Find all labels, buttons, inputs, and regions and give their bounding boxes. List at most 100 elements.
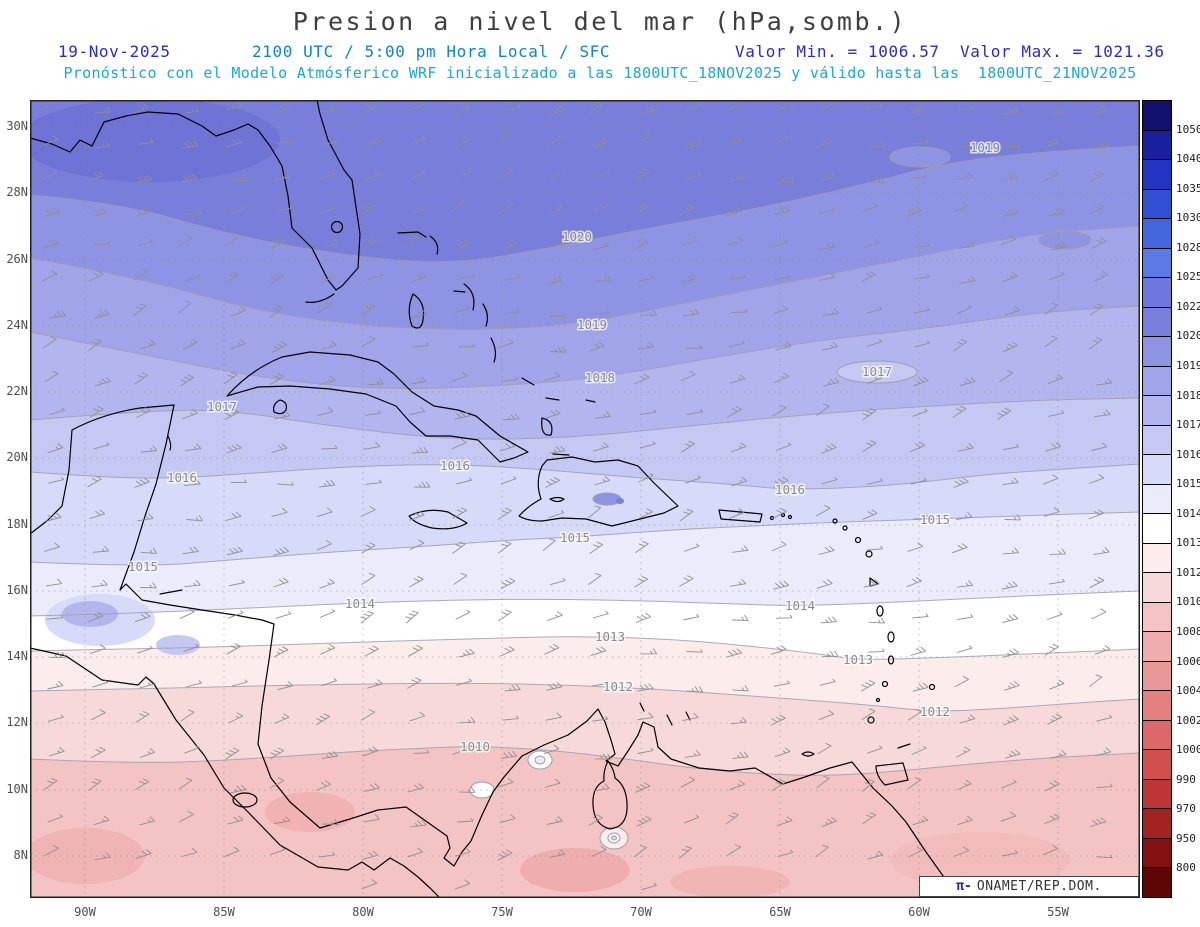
- wind-barb-icon: [863, 238, 880, 248]
- wind-barb-icon: [819, 241, 836, 250]
- wind-barb-icon: [544, 371, 561, 381]
- coastline-jamaica-icon: [408, 509, 468, 530]
- wind-barb-icon: [956, 511, 973, 520]
- wind-barb-icon: [1003, 648, 1019, 658]
- wind-barb-icon: [997, 407, 1012, 420]
- wind-barb-icon: [454, 303, 471, 314]
- wind-barb-icon: [1095, 377, 1113, 386]
- colorbar-tick: 1050: [1176, 122, 1200, 136]
- wind-barb-icon: [228, 579, 245, 587]
- pressure-map-canvas: 1020 1019 1019 1018 1017 1017 1016 1016 1016 1015…: [30, 100, 1140, 898]
- wind-barb-icon: [913, 376, 929, 387]
- lon-label: 55W: [1047, 905, 1069, 919]
- contour-label: 1010: [460, 739, 490, 754]
- wind-barb-icon: [866, 102, 882, 110]
- wind-barb-icon: [503, 413, 520, 421]
- colorbar-segment: [1143, 808, 1171, 838]
- wind-barb-icon: [411, 309, 428, 319]
- wind-barb-icon: [87, 171, 104, 182]
- wind-barb-icon: [224, 846, 240, 858]
- wind-barb-icon: [320, 644, 336, 655]
- colorbar-segment: [1143, 159, 1171, 189]
- wind-barb-icon: [88, 338, 102, 352]
- wind-barb-icon: [1043, 138, 1059, 149]
- wind-barb-icon: [686, 344, 703, 349]
- wind-barb-icon: [1091, 105, 1108, 115]
- wind-barb-icon: [455, 104, 472, 114]
- wind-barb-icon: [1003, 715, 1019, 726]
- wind-barb-icon: [776, 614, 793, 619]
- wind-barb-icon: [546, 275, 563, 285]
- cozumel-icon: [167, 435, 172, 451]
- wind-barb-icon: [140, 582, 157, 589]
- wind-barb-icon: [1093, 546, 1110, 556]
- wind-barb-icon: [953, 339, 968, 352]
- wind-barb-icon: [499, 201, 514, 214]
- wind-barb-icon: [594, 411, 611, 419]
- contour-label: 1016: [775, 482, 805, 497]
- colorbar-segment: [1143, 542, 1171, 573]
- wind-barb-icon: [319, 105, 337, 113]
- wind-barb-icon: [137, 645, 153, 654]
- colorbar-tick: 800: [1176, 861, 1196, 875]
- lon-label: 75W: [491, 905, 513, 919]
- wind-barb-icon: [92, 545, 110, 553]
- wind-barb-icon: [593, 783, 610, 792]
- wind-barb-icon: [548, 105, 565, 116]
- wind-barb-icon: [1044, 335, 1058, 348]
- wind-barb-icon: [504, 104, 521, 111]
- colorbar-segment: [1143, 837, 1171, 868]
- wind-barb-icon: [956, 580, 974, 588]
- wind-barb-icon: [1088, 337, 1103, 350]
- wind-barb-icon: [1093, 271, 1109, 283]
- colorbar-tick: 1000: [1176, 743, 1200, 757]
- wind-barb-icon: [178, 235, 193, 247]
- wind-barb-icon: [503, 274, 521, 281]
- colorbar-tick: 1006: [1176, 654, 1200, 668]
- wind-barb-icon: [953, 477, 969, 488]
- wind-barb-icon: [360, 335, 376, 348]
- wind-barb-icon: [1050, 242, 1067, 251]
- wind-barb-icon: [48, 476, 65, 484]
- colorbar-tick: 970: [1176, 802, 1196, 816]
- colorbar-segment: [1143, 336, 1171, 366]
- wind-barb-icon: [272, 341, 287, 353]
- wind-barb-icon: [1042, 844, 1059, 856]
- pressure-shading-layer: [30, 100, 1140, 898]
- wind-barb-icon: [549, 849, 566, 858]
- wind-barb-icon: [501, 376, 519, 382]
- colorbar-tick: 1025: [1176, 270, 1200, 284]
- wind-barb-icon: [913, 243, 931, 248]
- colorbar-tick: 1004: [1176, 684, 1200, 698]
- wind-barb-icon: [407, 677, 422, 689]
- wind-barb-icon: [361, 542, 376, 554]
- wind-barb-icon: [777, 103, 794, 111]
- wind-barb-icon: [637, 712, 654, 721]
- wind-barb-icon: [1000, 234, 1017, 246]
- wind-barb-icon: [863, 579, 880, 588]
- wind-barb-icon: [43, 135, 59, 146]
- wind-barb-icon: [500, 476, 517, 485]
- wind-barb-icon: [957, 443, 974, 452]
- header-forecast-line: Pronóstico con el Modelo Atmósferico WRF…: [63, 64, 1137, 82]
- wind-barb-icon: [775, 442, 792, 451]
- wind-barb-icon: [500, 750, 518, 759]
- lon-label: 65W: [769, 905, 791, 919]
- lat-label: 30N: [6, 119, 28, 133]
- coastline-cuba-icon: [226, 351, 529, 463]
- contour-label: 1013: [843, 652, 873, 667]
- wind-barb-icon: [908, 104, 925, 115]
- wind-barb-icon: [1002, 272, 1018, 283]
- wind-barb-icon: [184, 443, 202, 452]
- wind-barb-icon: [411, 446, 429, 454]
- wind-barb-icon: [633, 845, 647, 858]
- contour-label: 1015: [128, 559, 158, 574]
- wind-barb-icon: [44, 542, 60, 552]
- wind-barb-icon: [1000, 811, 1017, 822]
- wind-barb-icon: [362, 746, 379, 757]
- header-max-value: Valor Max. = 1021.36: [960, 42, 1165, 61]
- wind-barb-icon: [640, 648, 658, 655]
- wind-barb-icon: [1049, 271, 1065, 281]
- colorbar-tick: 1012: [1176, 565, 1200, 579]
- wind-barb-icon: [680, 776, 696, 788]
